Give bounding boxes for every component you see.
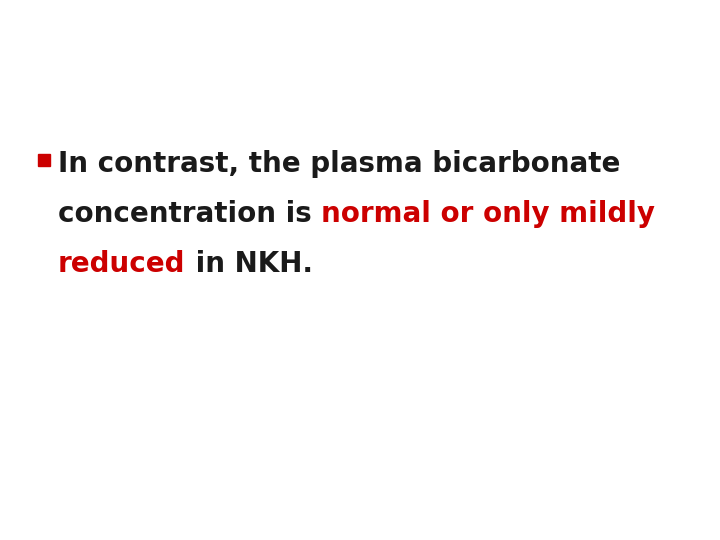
Text: normal or only mildly: normal or only mildly [321,200,655,228]
Bar [38,154,50,166]
Text: in NKH.: in NKH. [186,249,312,278]
Text: Plasma bicarbonate and anion gap: Plasma bicarbonate and anion gap [29,25,662,59]
Text: In contrast, the plasma bicarbonate: In contrast, the plasma bicarbonate [58,150,621,178]
Text: reduced: reduced [58,249,186,278]
Text: concentration is: concentration is [58,200,321,228]
